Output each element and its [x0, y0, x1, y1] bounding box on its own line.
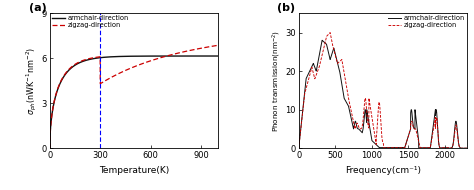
- armchair-direction: [378, 146, 384, 149]
- zigzag-direction: [455, 139, 461, 141]
- zigzag-direction: [210, 45, 216, 47]
- zigzag-direction: [129, 67, 135, 69]
- armchair-direction: [210, 55, 216, 57]
- zigzag-direction: [55, 86, 61, 88]
- X-axis label: Frequency(cm⁻¹): Frequency(cm⁻¹): [345, 165, 421, 175]
- armchair-direction: [210, 55, 216, 57]
- Line: zigzag-direction: zigzag-direction: [50, 45, 218, 148]
- armchair-direction: [296, 147, 301, 149]
- armchair-direction: [129, 55, 135, 57]
- armchair-direction: [47, 147, 53, 149]
- zigzag-direction: [179, 51, 185, 53]
- Line: armchair-direction: armchair-direction: [50, 56, 218, 148]
- Y-axis label: $\sigma_{ph}$(nWK$^{-1}$nm$^{-2}$): $\sigma_{ph}$(nWK$^{-1}$nm$^{-2}$): [24, 47, 39, 115]
- zigzag-direction: [124, 69, 130, 71]
- armchair-direction: [55, 86, 61, 89]
- armchair-direction: [124, 55, 130, 57]
- Text: (b): (b): [277, 3, 295, 13]
- armchair-direction: [179, 55, 185, 57]
- zigzag-direction: [327, 31, 333, 34]
- zigzag-direction: [297, 140, 302, 142]
- armchair-direction: [329, 54, 335, 56]
- armchair-direction: [319, 39, 325, 41]
- Legend: armchair-direction, zigzag-direction: armchair-direction, zigzag-direction: [388, 15, 465, 28]
- zigzag-direction: [329, 40, 335, 42]
- zigzag-direction: [306, 78, 311, 80]
- Line: zigzag-direction: zigzag-direction: [299, 32, 467, 148]
- armchair-direction: [297, 140, 302, 142]
- armchair-direction: [303, 81, 309, 83]
- Y-axis label: Phonon transmission(nm$^{-2}$): Phonon transmission(nm$^{-2}$): [270, 30, 283, 132]
- zigzag-direction: [378, 123, 384, 126]
- zigzag-direction: [464, 147, 470, 149]
- zigzag-direction: [303, 89, 309, 91]
- armchair-direction: [215, 55, 221, 57]
- zigzag-direction: [47, 147, 53, 149]
- zigzag-direction: [296, 147, 301, 149]
- X-axis label: Temperature(K): Temperature(K): [99, 165, 169, 175]
- armchair-direction: [464, 147, 470, 149]
- armchair-direction: [455, 137, 461, 139]
- zigzag-direction: [215, 44, 221, 46]
- Text: (a): (a): [28, 3, 46, 13]
- Legend: armchair-direction, zigzag-direction: armchair-direction, zigzag-direction: [52, 15, 129, 28]
- Line: armchair-direction: armchair-direction: [299, 40, 467, 148]
- armchair-direction: [306, 72, 311, 74]
- zigzag-direction: [210, 45, 216, 47]
